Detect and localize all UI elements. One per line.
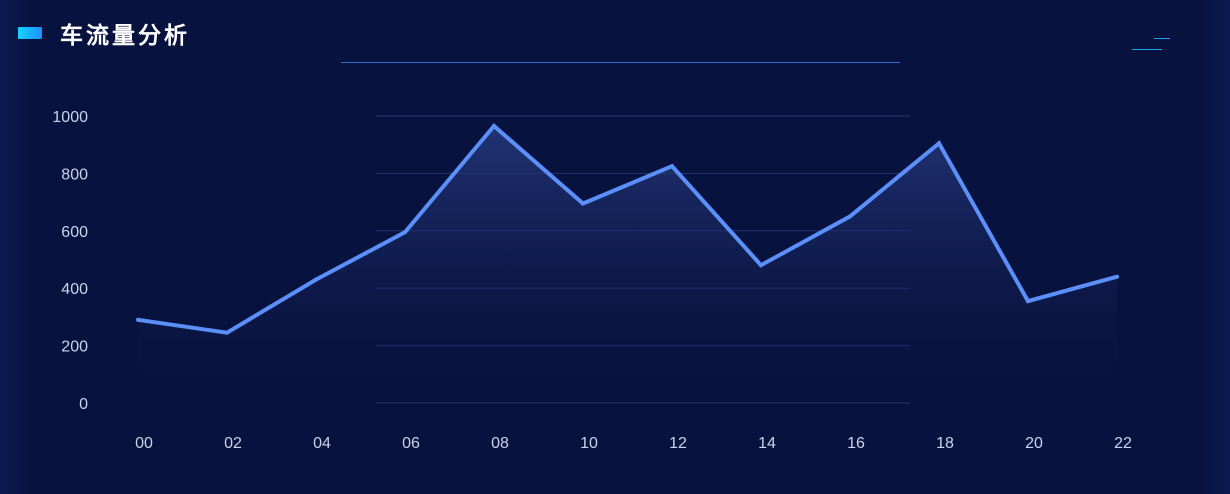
data-point-08[interactable]: [492, 124, 496, 129]
y-axis-ticks: 0 200 400 600 800 1000: [52, 109, 88, 413]
x-tick-label: 06: [402, 435, 420, 452]
x-tick-label: 04: [313, 435, 331, 452]
x-axis-ticks: 00 02 04 06 08 10 12 14 16 18 20 22: [135, 435, 1132, 452]
corner-decoration-line: [1132, 49, 1162, 50]
series-area-0: [138, 126, 1117, 403]
x-tick-label: 14: [758, 435, 776, 452]
data-point-00[interactable]: [136, 317, 140, 322]
x-tick-label: 02: [224, 435, 242, 452]
data-point-10[interactable]: [581, 201, 585, 206]
header-divider: [341, 62, 900, 63]
data-point-12[interactable]: [670, 164, 674, 169]
y-tick-label: 400: [61, 281, 88, 298]
data-point-22[interactable]: [1115, 274, 1119, 279]
data-point-14[interactable]: [759, 263, 763, 268]
x-tick-label: 00: [135, 435, 153, 452]
title-marker-icon: [18, 27, 42, 39]
y-tick-label: 0: [79, 396, 88, 413]
panel-title: 车流量分析: [60, 22, 190, 48]
series-line: [136, 123, 1119, 335]
y-tick-label: 200: [61, 339, 88, 356]
x-tick-label: 10: [580, 435, 598, 452]
x-tick-label: 16: [847, 435, 865, 452]
data-point-06[interactable]: [403, 230, 407, 235]
y-tick-label: 600: [61, 224, 88, 241]
data-point-04[interactable]: [314, 277, 318, 282]
panel-header: 车流量分析: [18, 18, 190, 48]
x-tick-label: 18: [936, 435, 954, 452]
area-fill: [138, 126, 1117, 403]
data-point-20[interactable]: [1026, 299, 1030, 304]
data-point-16[interactable]: [848, 214, 852, 219]
y-tick-label: 1000: [52, 109, 88, 126]
x-tick-label: 08: [491, 435, 509, 452]
x-tick-label: 20: [1025, 435, 1043, 452]
x-tick-label: 12: [669, 435, 687, 452]
data-point-02[interactable]: [225, 330, 229, 335]
series-line-0: [137, 123, 1118, 335]
y-tick-label: 800: [61, 166, 88, 183]
x-tick-label: 22: [1114, 435, 1132, 452]
data-point-18[interactable]: [937, 141, 941, 146]
corner-decoration-icon: [1154, 38, 1170, 39]
